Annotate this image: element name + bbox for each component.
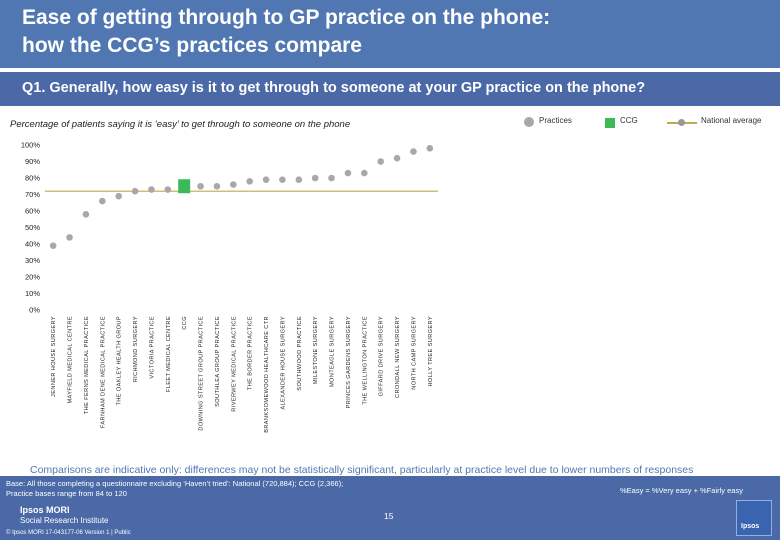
category-label: NORTH CAMP SURGERY [411, 316, 417, 390]
y-tick-label: 30% [25, 256, 40, 265]
page-number: 15 [384, 511, 394, 521]
footnote: Comparisons are indicative only: differe… [30, 464, 694, 476]
category-label: GIFFARD DRIVE SURGERY [379, 316, 385, 396]
copyright: © Ipsos MORI 17-043177-06 Version 1 | Pu… [6, 530, 131, 536]
practice-point [311, 174, 319, 182]
practice-point [377, 158, 384, 165]
question-text: Q1. Generally, how easy is it to get thr… [22, 80, 646, 96]
practice-point [262, 176, 270, 183]
category-label: JENNER HOUSE SURGERY [51, 316, 57, 397]
ipsos-badge: Ipsos [736, 500, 772, 536]
page-title: Ease of getting through to GP practice o… [22, 4, 550, 60]
practice-point [148, 186, 155, 193]
category-label: BRANKSOMEWOOD HEALTHCARE CTR [264, 316, 270, 433]
category-label: RICHMOND SURGERY [133, 316, 139, 382]
category-label: CCG [182, 316, 188, 330]
category-label: HOLLY TREE SURGERY [428, 316, 434, 387]
practice-comparison-chart: 0% 10% 20% 30% 40% 50% 60% 70% 80% 90% 100% JENNER … [21, 141, 438, 433]
practice-point [426, 145, 434, 152]
practice-point [295, 176, 303, 183]
category-label: THE OAKLEY HEALTH GROUP [117, 316, 123, 406]
practice-point [393, 154, 401, 162]
category-label: SOUTHLEA GROUP PRACTICE [215, 316, 221, 407]
ipsos-mori-logo: Ipsos MORI [20, 505, 70, 515]
chart-subtitle: Percentage of patients saying it is ‘eas… [10, 119, 351, 130]
base-line-1: Base: All those completing a questionnai… [6, 479, 344, 488]
question-banner [0, 72, 780, 106]
title-banner [0, 0, 780, 68]
base-line-2: Practice bases range from 84 to 120 [6, 489, 127, 498]
practice-point [82, 211, 90, 218]
category-label: FLEET MEDICAL CENTRE [166, 316, 172, 392]
y-tick-label: 70% [25, 190, 40, 199]
practice-point [279, 176, 286, 183]
y-tick-label: 90% [25, 157, 40, 166]
category-label: THE WELLINGTON PRACTICE [362, 316, 368, 405]
practice-point [49, 242, 57, 249]
practice-point [230, 181, 237, 188]
practice-point [66, 234, 73, 241]
y-tick-label: 40% [25, 240, 40, 249]
legend-practices-label: Practices [539, 116, 572, 125]
legend-national-marker [678, 119, 685, 126]
category-label: CRONDALL NEW SURGERY [395, 316, 401, 398]
y-tick-label: 10% [25, 289, 40, 298]
category-label: THE FERNS MEDICAL PRACTICE [84, 316, 90, 414]
category-label: ALEXANDER HOUSE SURGERY [280, 316, 286, 410]
practice-point [213, 182, 221, 190]
practice-point [344, 169, 352, 177]
title-line-1: Ease of getting through to GP practice o… [22, 6, 551, 29]
legend-national-label: National average [701, 116, 762, 125]
practice-point [197, 182, 204, 190]
category-label: MAYFIELD MEDICAL CENTRE [68, 316, 74, 404]
footer-banner [0, 476, 780, 540]
category-label: RIVERWEY MEDICAL PRACTICE [231, 316, 237, 412]
practice-point [115, 192, 122, 200]
y-tick-label: 80% [25, 174, 40, 183]
category-label: VICTORIA PRACTICE [149, 316, 155, 379]
category-label: PRINCES GARDENS SURGERY [346, 316, 352, 408]
ccg-point [178, 179, 191, 194]
category-label: MILESTONE SURGERY [313, 316, 319, 384]
category-label: THE BORDER PRACTICE [248, 316, 254, 390]
ipsos-badge-label: Ipsos [741, 523, 760, 530]
practice-point [99, 197, 106, 205]
y-tick-label: 20% [25, 273, 40, 282]
practice-point [328, 174, 335, 182]
practice-point [361, 169, 368, 177]
practice-point [410, 148, 417, 155]
y-tick-label: 60% [25, 207, 40, 216]
logo-subtitle: Social Research Institute [20, 516, 109, 525]
category-label: DOWNING STREET GROUP PRACTICE [199, 316, 205, 431]
legend-ccg-marker [605, 118, 615, 128]
legend-ccg-label: CCG [620, 116, 638, 125]
category-label: SOUTHWOOD PRACTICE [297, 316, 303, 391]
legend-practices-marker [524, 117, 534, 127]
practice-point [164, 186, 172, 193]
title-line-2: how the CCG’s practices compare [22, 34, 362, 57]
category-label: FARNHAM DENE MEDICAL PRACTICE [100, 316, 106, 428]
practice-point [131, 187, 139, 195]
easy-definition: %Easy = %Very easy + %Fairly easy [620, 486, 743, 495]
y-tick-label: 50% [25, 223, 40, 232]
y-tick-label: 100% [21, 141, 41, 150]
practice-point [246, 178, 253, 185]
base-note: Base: All those completing a questionnai… [6, 479, 343, 499]
category-label: MONTEAGLE SURGERY [330, 316, 336, 387]
y-tick-label: 0% [29, 306, 40, 315]
